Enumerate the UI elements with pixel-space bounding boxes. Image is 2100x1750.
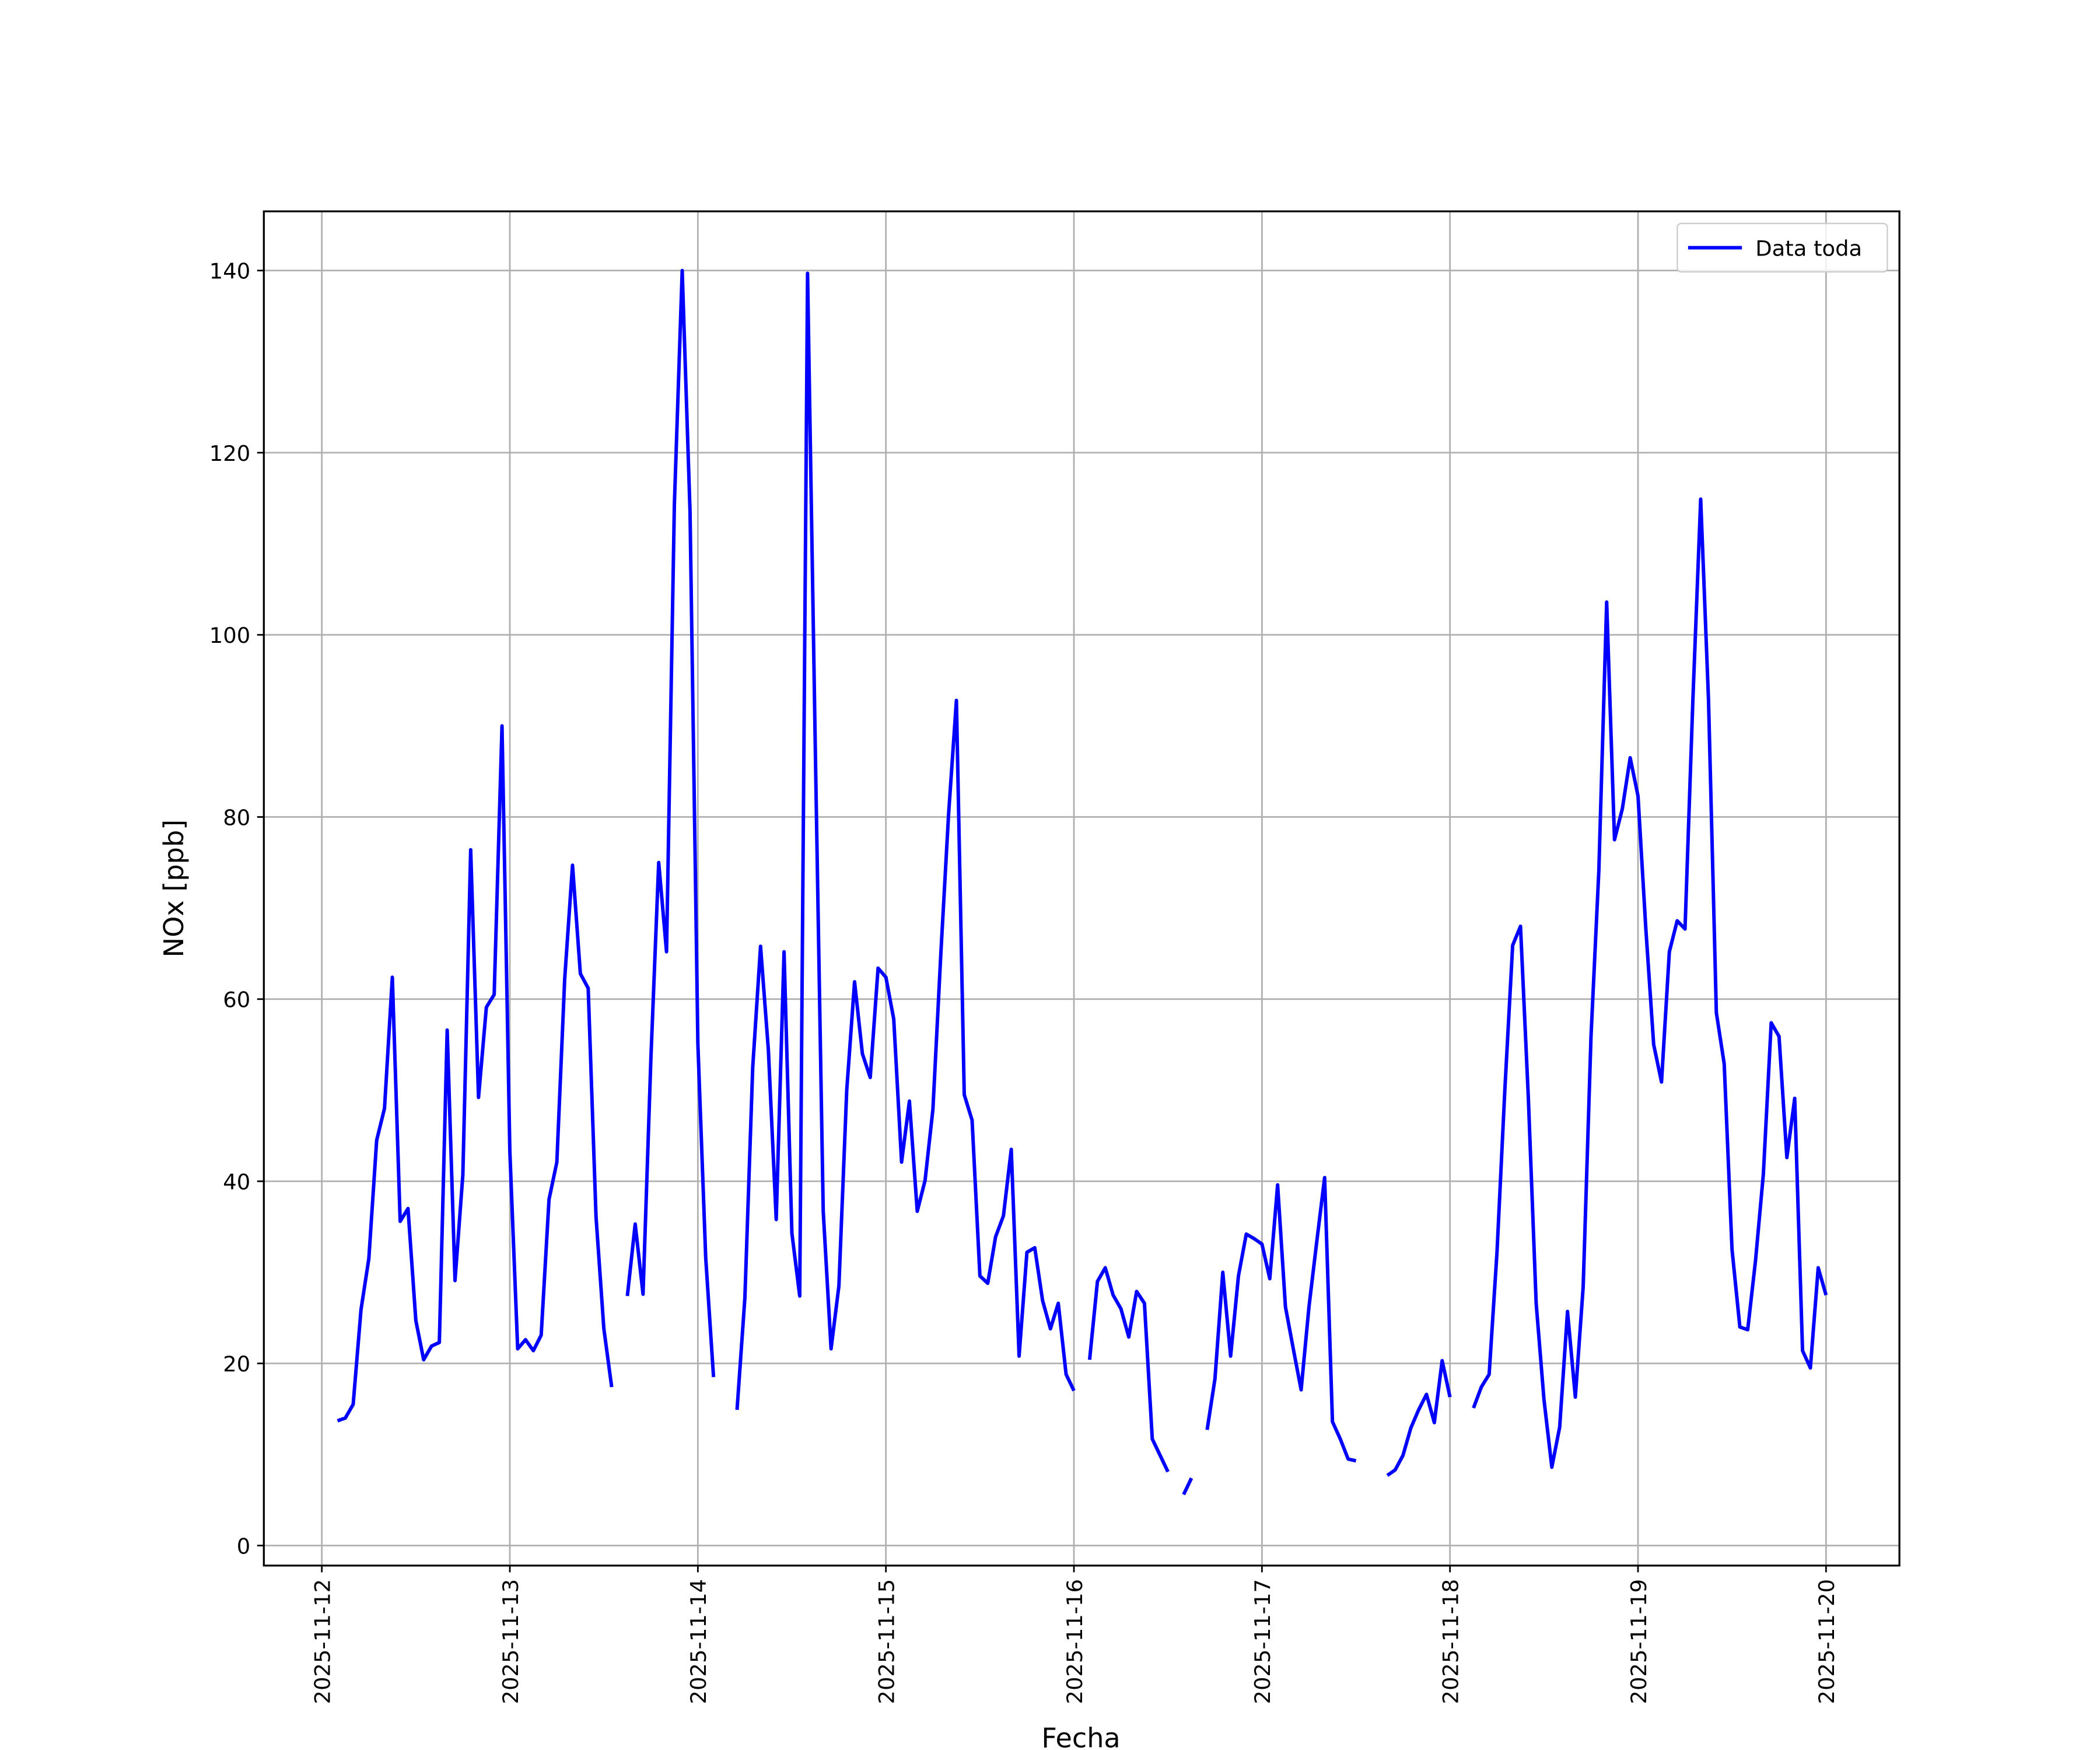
- x-tick-label: 2025-11-16: [1062, 1579, 1087, 1704]
- x-tick-label: 2025-11-17: [1250, 1579, 1275, 1704]
- y-tick-label: 0: [237, 1534, 250, 1559]
- y-tick-label: 140: [209, 259, 250, 284]
- x-tick-label: 2025-11-12: [310, 1579, 335, 1704]
- x-tick-label: 2025-11-20: [1814, 1579, 1839, 1704]
- y-tick-label: 20: [223, 1352, 250, 1377]
- x-tick-label: 2025-11-14: [686, 1579, 711, 1704]
- legend-label: Data toda: [1755, 236, 1862, 261]
- x-tick-label: 2025-11-18: [1438, 1579, 1464, 1704]
- x-tick-label: 2025-11-13: [498, 1579, 523, 1704]
- x-tick-label: 2025-11-19: [1626, 1579, 1651, 1704]
- y-axis-label: NOx [ppb]: [158, 820, 190, 958]
- x-axis-label: Fecha: [1041, 1722, 1120, 1750]
- x-tick-label: 2025-11-15: [874, 1579, 900, 1704]
- y-tick-label: 40: [223, 1170, 250, 1195]
- data-line: [337, 268, 1828, 1496]
- plot-frame: [262, 210, 1901, 1567]
- y-tick-label: 60: [223, 988, 250, 1013]
- y-tick-label: 120: [209, 441, 250, 466]
- legend-box: [1676, 222, 1888, 273]
- y-tick-label: 80: [223, 805, 250, 830]
- y-tick-label: 100: [209, 623, 250, 648]
